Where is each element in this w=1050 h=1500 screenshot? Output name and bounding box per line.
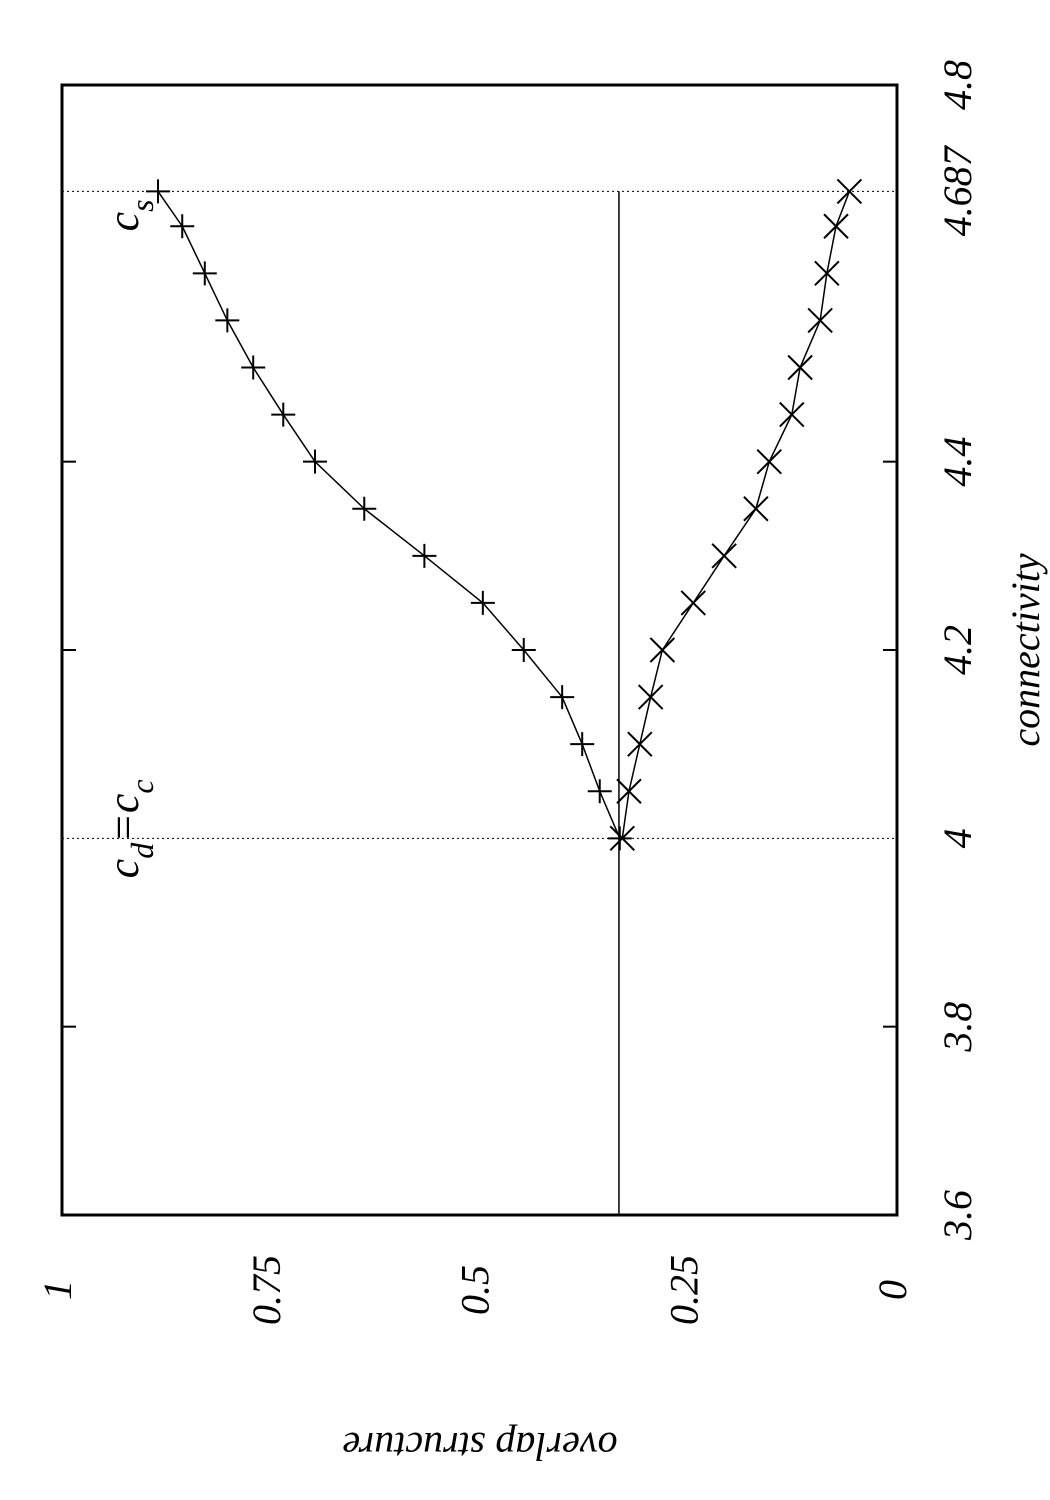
point-marker [511, 638, 536, 662]
y-tick-label: 0.25 [661, 1255, 706, 1325]
point-marker [146, 179, 171, 204]
point-marker [823, 213, 849, 239]
point-marker [470, 590, 495, 615]
point-marker [807, 307, 833, 334]
point-marker [711, 543, 737, 569]
point-marker [787, 354, 813, 381]
point-marker [616, 778, 642, 804]
point-marker [271, 402, 296, 427]
y-tick-label: 1 [35, 1280, 80, 1300]
y-tick-label: 0.5 [453, 1265, 498, 1315]
y-axis-label: overlap structure [342, 1424, 617, 1469]
point-marker [680, 590, 706, 616]
point-marker [215, 308, 240, 333]
series-line [621, 191, 851, 839]
series-line [157, 190, 621, 839]
y-tick-label: 0.75 [244, 1255, 289, 1325]
point-marker [587, 779, 612, 804]
annotation-subscript: c [124, 779, 160, 793]
x-axis-label: connectivity [1003, 553, 1048, 746]
point-marker [570, 732, 595, 757]
point-marker [607, 826, 632, 851]
x-tick-label: 3.8 [935, 1002, 980, 1053]
x-tick-label: 4 [935, 828, 980, 848]
point-marker [192, 261, 217, 286]
point-marker [241, 355, 266, 380]
x-tick-label: 4.2 [935, 625, 980, 675]
annotation-text: c [99, 858, 148, 878]
point-marker [743, 496, 769, 522]
point-marker [352, 496, 377, 521]
point-marker [303, 449, 328, 474]
annotation-text: =c [99, 793, 148, 843]
point-marker [627, 731, 653, 757]
x-tick-label: 4.687 [935, 144, 980, 236]
point-marker [756, 448, 782, 475]
point-marker [609, 825, 635, 852]
point-marker [814, 260, 840, 287]
y-tick-label: 0 [870, 1280, 915, 1300]
annotation-text: c [99, 211, 148, 231]
x-tick-label: 4.4 [935, 437, 980, 487]
point-marker [412, 543, 437, 568]
annotation-subscript: d [124, 842, 160, 859]
point-marker [779, 401, 805, 428]
point-marker [550, 685, 575, 710]
annotation: cs [99, 199, 160, 231]
plot-frame [60, 83, 899, 1217]
x-tick-label: 4.8 [935, 60, 980, 110]
annotation: cd=cc [99, 779, 160, 878]
annotation-subscript: s [124, 199, 160, 211]
point-marker [637, 684, 664, 710]
point-marker [170, 214, 195, 239]
point-marker [836, 178, 863, 205]
x-tick-label: 3.6 [935, 1190, 980, 1241]
point-marker [649, 637, 676, 663]
